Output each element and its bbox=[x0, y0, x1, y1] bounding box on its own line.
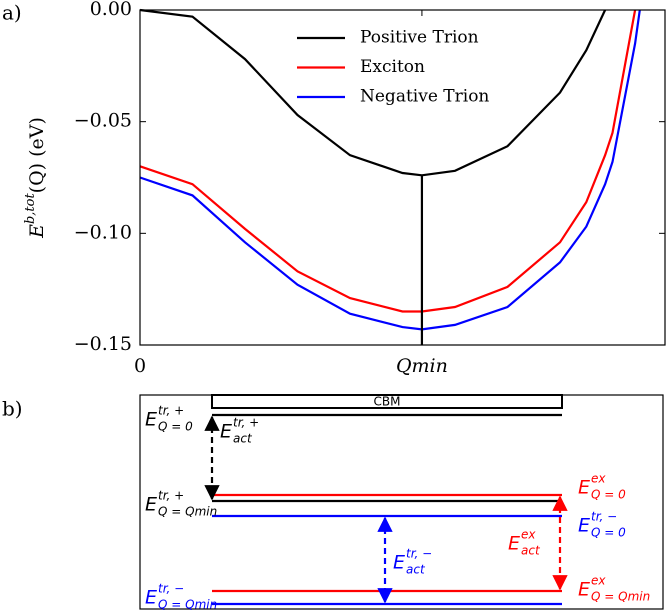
plot-frame bbox=[139, 9, 666, 346]
energy-label-sub: Q = Qmin bbox=[158, 505, 217, 519]
series-line bbox=[139, 9, 637, 313]
y-label-base: E bbox=[26, 224, 48, 239]
y-tick-label: 0.00 bbox=[90, 0, 132, 20]
y-label-sup: b,tot bbox=[23, 193, 38, 225]
y-axis-label: Eb,tot(Q) (eV) bbox=[23, 117, 49, 239]
energy-label-base: E bbox=[145, 494, 157, 516]
legend-label: Exciton bbox=[360, 57, 425, 77]
energy-label-sub: Q = Qmin bbox=[591, 590, 650, 604]
energy-label-sup: tr, + bbox=[233, 416, 259, 430]
panel-label: b) bbox=[2, 397, 23, 421]
energy-label-sub: act bbox=[233, 432, 253, 446]
energy-label-base: E bbox=[145, 587, 157, 609]
legend-label: Negative Trion bbox=[360, 87, 489, 107]
legend-label: Positive Trion bbox=[360, 28, 479, 48]
energy-label-sub: act bbox=[521, 544, 541, 558]
energy-label-base: E bbox=[578, 477, 590, 499]
energy-label-sup: tr, − bbox=[591, 510, 617, 524]
energy-label-sub: act bbox=[406, 563, 426, 577]
y-label-rest: (Q) (eV) bbox=[26, 117, 48, 193]
energy-label-sup: ex bbox=[591, 574, 606, 588]
y-tick-label: −0.15 bbox=[74, 333, 132, 355]
energy-label-base: E bbox=[578, 515, 590, 537]
energy-label-base: E bbox=[145, 409, 157, 431]
cbm-label: CBM bbox=[374, 395, 401, 409]
energy-label-sup: tr, + bbox=[158, 489, 184, 503]
energy-label-sub: Q = 0 bbox=[158, 420, 193, 434]
energy-label-sup: tr, + bbox=[158, 404, 184, 418]
energy-label-sup: tr, − bbox=[406, 547, 432, 561]
y-tick-label: −0.05 bbox=[74, 110, 132, 132]
energy-label-base: E bbox=[220, 421, 232, 443]
y-tick-label: −0.10 bbox=[74, 221, 132, 243]
series-line bbox=[139, 9, 641, 331]
energy-label-base: E bbox=[578, 579, 590, 601]
energy-label-sub: Q = 0 bbox=[591, 488, 626, 502]
x-tick-label: 0 bbox=[134, 355, 146, 377]
energy-label-base: E bbox=[393, 552, 405, 574]
energy-label-sup: ex bbox=[591, 472, 606, 486]
energy-label-base: E bbox=[508, 533, 520, 555]
panel-label: a) bbox=[2, 1, 22, 25]
energy-label-sup: tr, − bbox=[158, 582, 184, 596]
energy-label-sub: Q = 0 bbox=[591, 526, 626, 540]
energy-label-sub: Q = Qmin bbox=[158, 598, 217, 612]
level-diagram bbox=[139, 394, 664, 610]
energy-label-sup: ex bbox=[521, 528, 536, 542]
series-line bbox=[139, 8, 607, 177]
x-tick-label: Qmin bbox=[396, 355, 448, 377]
